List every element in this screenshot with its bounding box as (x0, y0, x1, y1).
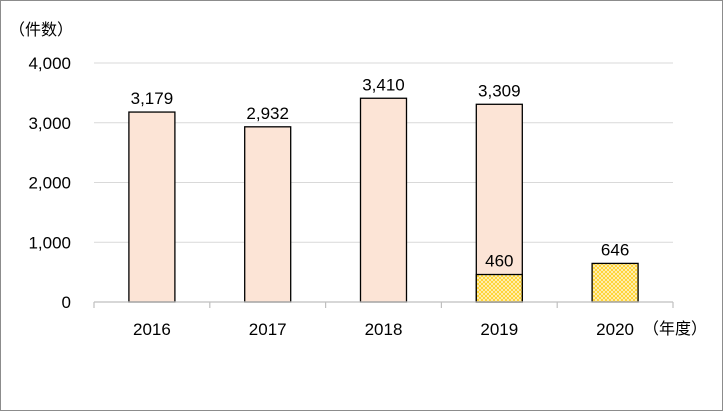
y-tick-label: 4,000 (28, 54, 71, 73)
bar-2016-series-1 (128, 111, 176, 303)
data-label-2020-series-2: 646 (601, 240, 629, 259)
y-tick-label: 2,000 (28, 174, 71, 193)
x-tick-label: 2020 (596, 320, 634, 339)
data-label-2016-series-1: 3,179 (131, 89, 174, 108)
bar-2017-series-1 (244, 126, 292, 303)
bar-2018-series-1 (359, 97, 408, 303)
y-tick-label: 3,000 (28, 114, 71, 133)
bar-2019-series-2 (475, 273, 523, 303)
y-unit-label: （件数） (9, 20, 73, 39)
bar-2020-series-2 (591, 262, 639, 303)
data-label-2018-series-1: 3,410 (362, 75, 405, 94)
x-tick-label: 2017 (249, 320, 287, 339)
x-tick-label: 2019 (480, 320, 518, 339)
x-tick-label: 2016 (133, 320, 171, 339)
data-label-2017-series-1: 2,932 (246, 104, 289, 123)
y-tick-label: 0 (62, 293, 71, 312)
x-unit-label: （年度） (643, 319, 707, 338)
data-label-2019-series-2: 460 (485, 252, 513, 271)
data-label-2019-series-1: 3,309 (478, 81, 521, 100)
x-tick-label: 2018 (365, 320, 403, 339)
y-tick-label: 1,000 (28, 233, 71, 252)
bar-2019-series-1 (475, 103, 523, 303)
